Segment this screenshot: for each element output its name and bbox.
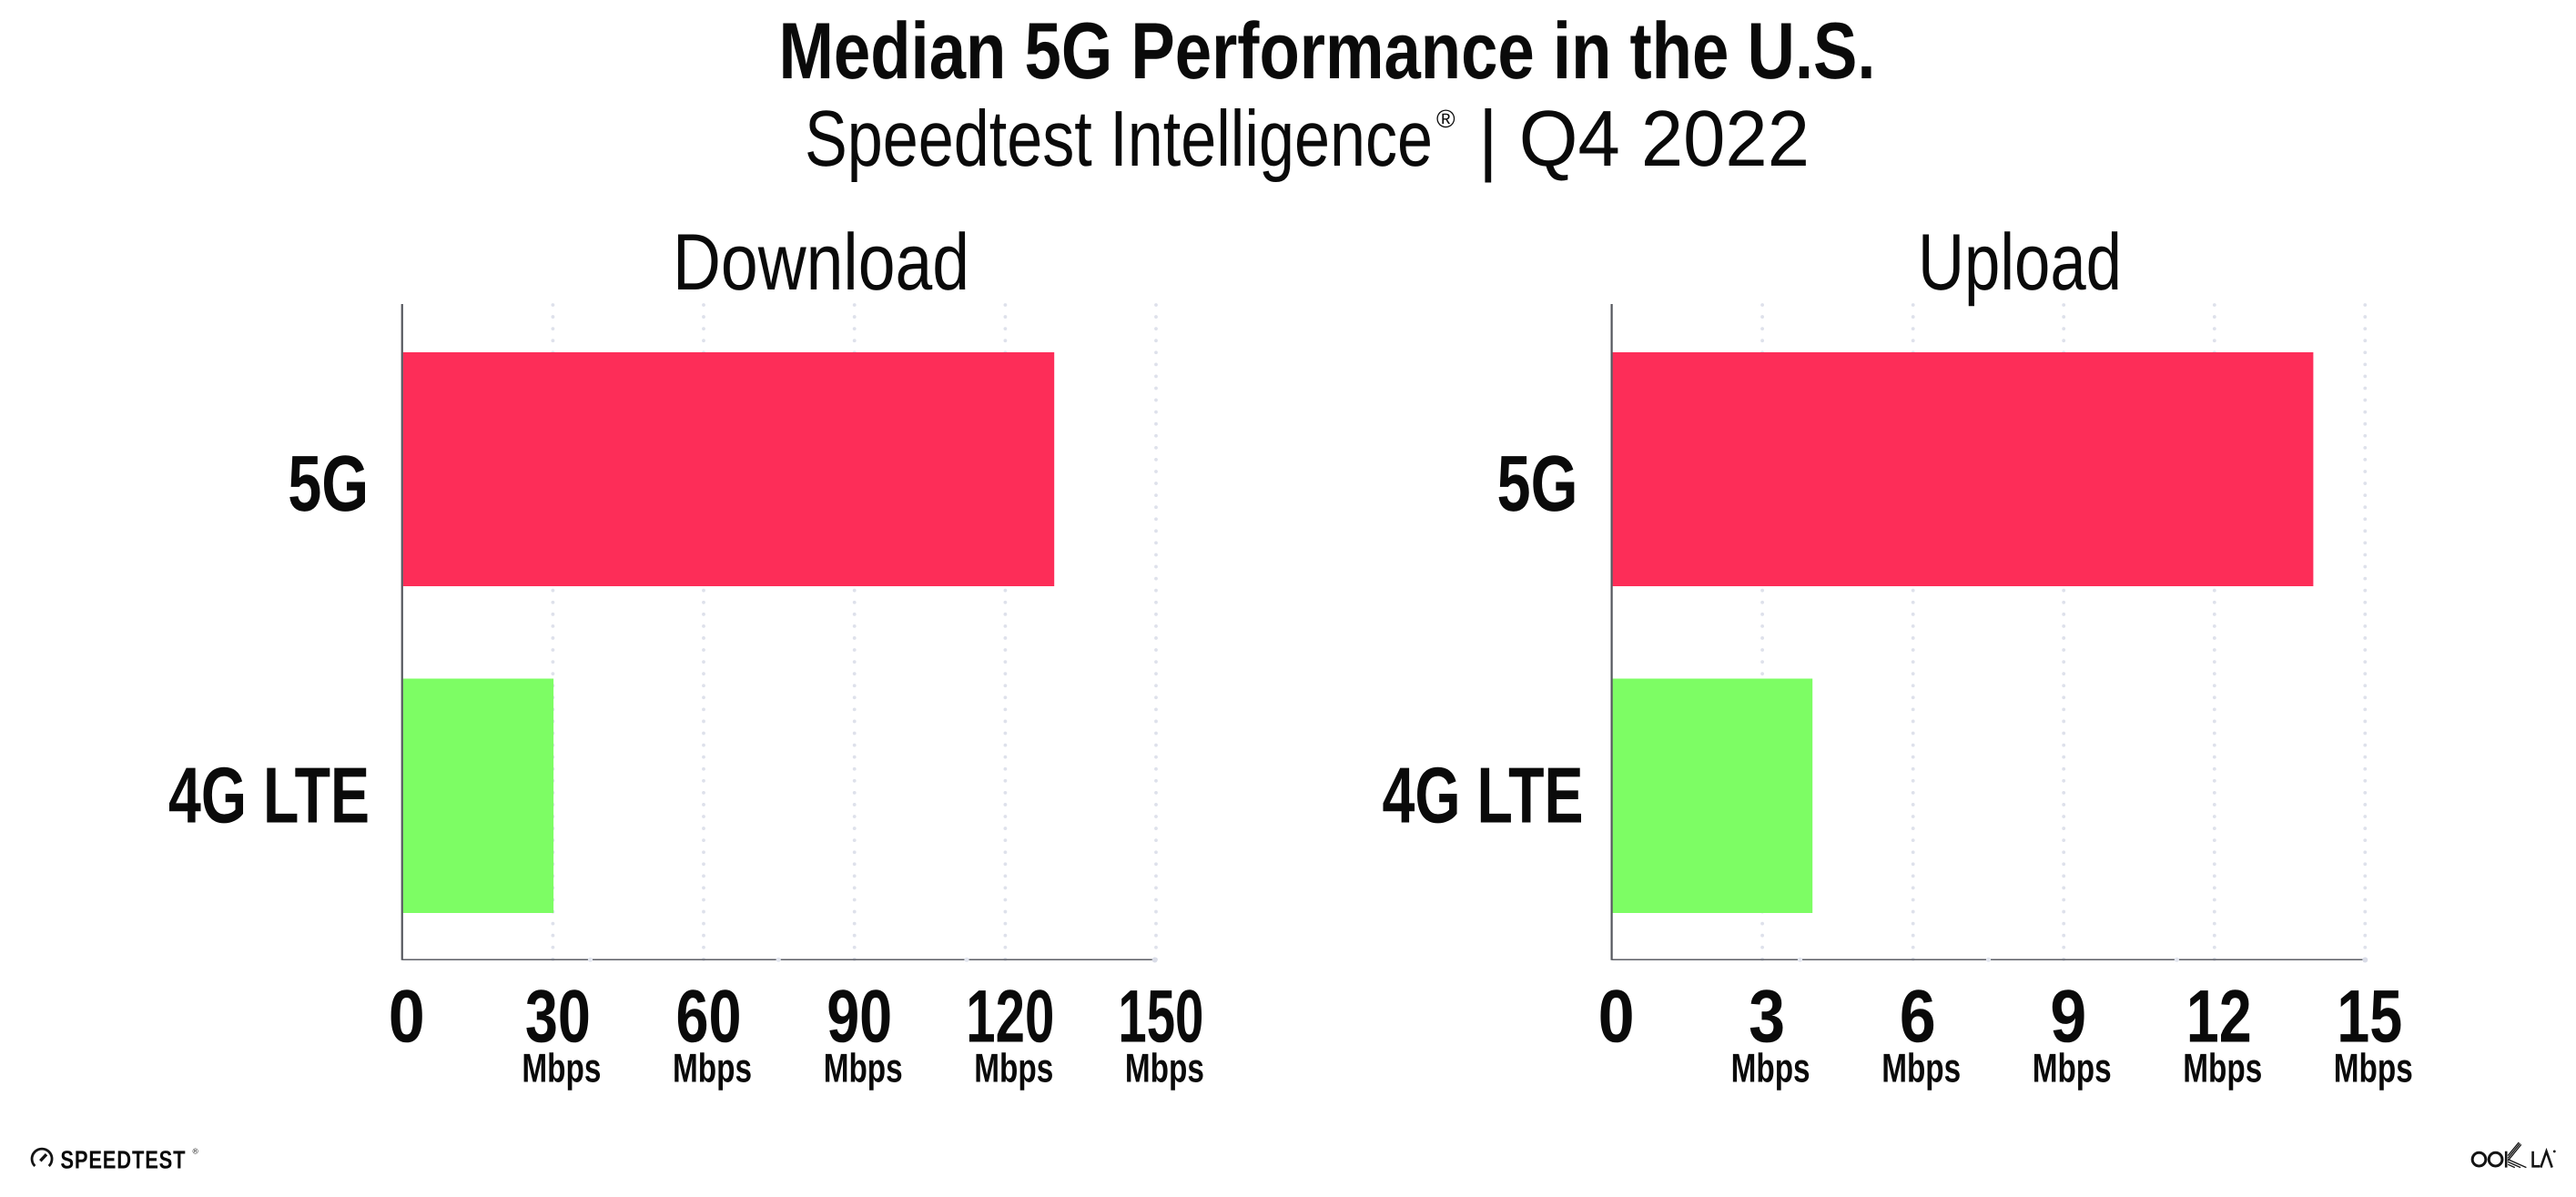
svg-text:3: 3 xyxy=(1749,976,1785,1059)
svg-text:9: 9 xyxy=(2050,976,2086,1059)
svg-text:Download: Download xyxy=(673,217,969,307)
svg-text:®: ® xyxy=(1436,105,1455,133)
svg-text:Mbps: Mbps xyxy=(2033,1046,2112,1090)
svg-text:4G LTE: 4G LTE xyxy=(168,752,370,840)
svg-text:Mbps: Mbps xyxy=(1731,1046,1810,1090)
svg-text:Mbps: Mbps xyxy=(1125,1046,1204,1090)
svg-text:Mbps: Mbps xyxy=(1881,1046,1961,1090)
svg-text:120: 120 xyxy=(966,976,1054,1059)
svg-text:90: 90 xyxy=(827,976,892,1059)
svg-text:6: 6 xyxy=(1900,976,1936,1059)
svg-text:60: 60 xyxy=(676,976,742,1059)
svg-text:5G: 5G xyxy=(288,440,369,528)
svg-text:Mbps: Mbps xyxy=(824,1046,903,1090)
svg-text:5G: 5G xyxy=(1497,440,1578,528)
svg-text:150: 150 xyxy=(1118,976,1203,1059)
svg-text:SPEEDTEST: SPEEDTEST xyxy=(60,1145,186,1173)
svg-text:®: ® xyxy=(193,1147,199,1156)
svg-text:Mbps: Mbps xyxy=(2334,1046,2413,1090)
svg-text:Mbps: Mbps xyxy=(522,1046,601,1090)
svg-text:30: 30 xyxy=(525,976,591,1059)
svg-text:4G LTE: 4G LTE xyxy=(1383,752,1584,840)
svg-text:Mbps: Mbps xyxy=(2183,1046,2262,1090)
svg-text:Upload: Upload xyxy=(1918,217,2122,307)
svg-text:0: 0 xyxy=(1598,976,1635,1059)
svg-text:Mbps: Mbps xyxy=(974,1046,1053,1090)
svg-text:Speedtest Intelligence: Speedtest Intelligence xyxy=(805,95,1433,183)
svg-text:12: 12 xyxy=(2186,976,2252,1059)
svg-text:15: 15 xyxy=(2337,976,2402,1059)
svg-text:| Q4 2022: | Q4 2022 xyxy=(1478,95,1810,183)
svg-text:Median 5G Performance in the U: Median 5G Performance in the U.S. xyxy=(779,5,1876,96)
svg-text:0: 0 xyxy=(389,976,425,1059)
svg-text:Mbps: Mbps xyxy=(673,1046,752,1090)
